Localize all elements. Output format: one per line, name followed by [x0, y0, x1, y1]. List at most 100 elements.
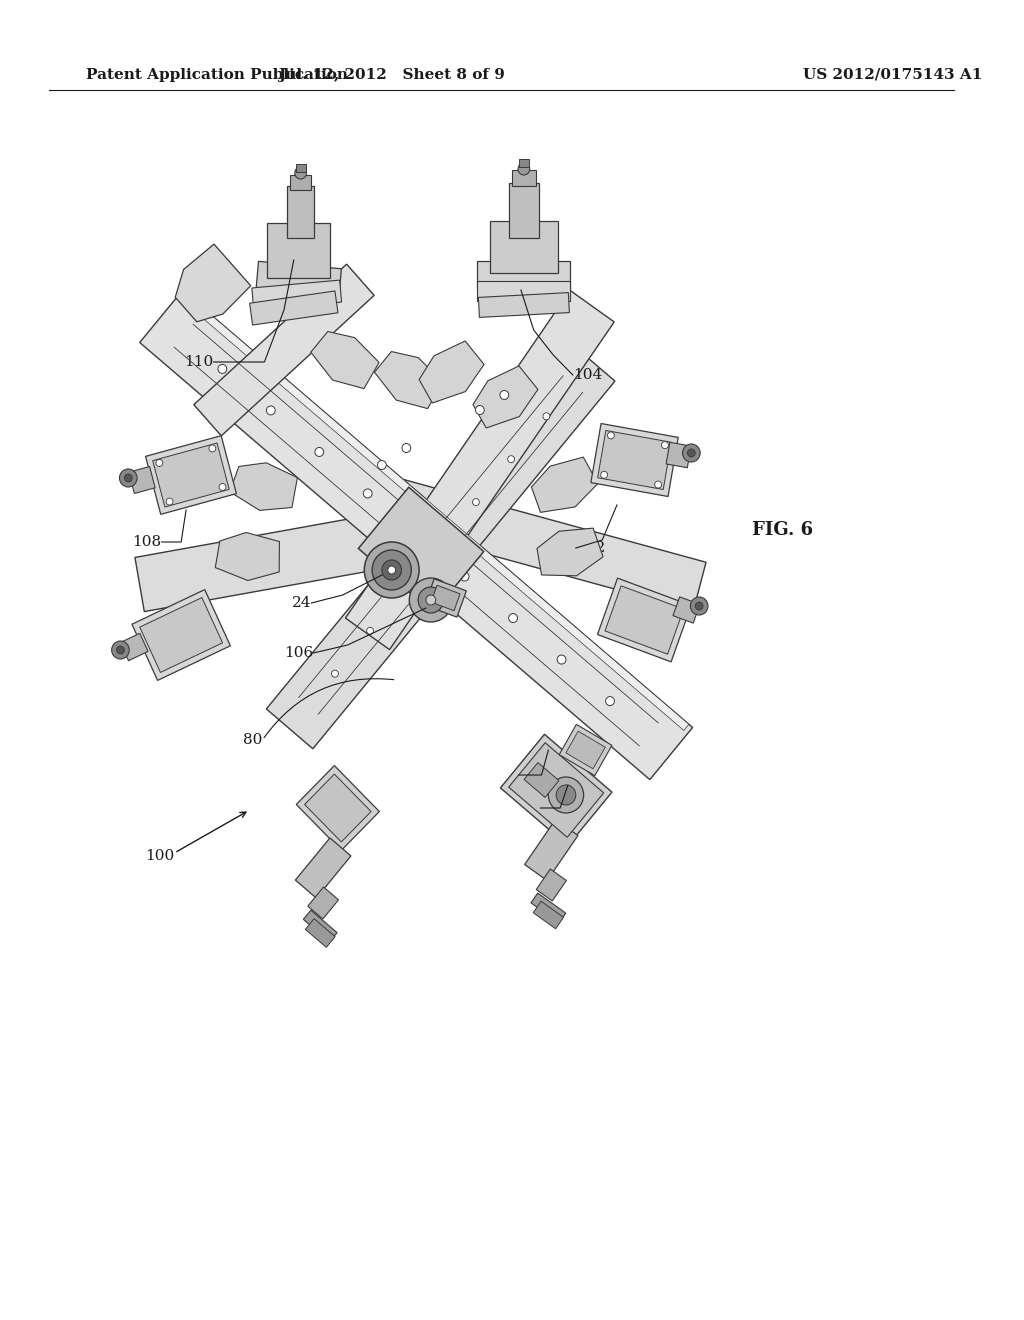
Polygon shape — [145, 436, 237, 515]
Circle shape — [426, 595, 436, 605]
Polygon shape — [310, 331, 379, 388]
Polygon shape — [296, 766, 379, 850]
Polygon shape — [501, 734, 612, 846]
Circle shape — [687, 449, 695, 457]
Polygon shape — [477, 281, 570, 301]
Circle shape — [166, 498, 173, 506]
Polygon shape — [345, 290, 614, 649]
Text: Patent Application Publication: Patent Application Publication — [86, 69, 348, 82]
Polygon shape — [673, 597, 700, 623]
Polygon shape — [431, 585, 460, 611]
Circle shape — [460, 572, 469, 581]
Polygon shape — [375, 351, 442, 409]
Text: 102: 102 — [575, 541, 605, 554]
Polygon shape — [537, 528, 603, 576]
Circle shape — [219, 483, 226, 491]
Polygon shape — [509, 182, 539, 238]
Text: 72: 72 — [519, 768, 539, 781]
Polygon shape — [477, 261, 570, 289]
Circle shape — [549, 777, 584, 813]
Text: 106: 106 — [284, 645, 313, 660]
Polygon shape — [531, 457, 598, 512]
Polygon shape — [139, 598, 222, 672]
Polygon shape — [531, 894, 566, 923]
Circle shape — [332, 671, 338, 677]
Polygon shape — [478, 293, 569, 317]
Circle shape — [112, 642, 129, 659]
Polygon shape — [605, 586, 684, 655]
Circle shape — [690, 597, 708, 615]
Text: 110: 110 — [184, 355, 213, 370]
Polygon shape — [667, 442, 691, 467]
Circle shape — [654, 480, 662, 488]
Circle shape — [211, 285, 220, 294]
Circle shape — [607, 432, 614, 440]
Circle shape — [388, 566, 395, 574]
Polygon shape — [566, 731, 605, 768]
Polygon shape — [129, 466, 156, 494]
Polygon shape — [391, 479, 706, 611]
Polygon shape — [509, 743, 604, 837]
Circle shape — [365, 543, 419, 598]
Circle shape — [412, 531, 421, 540]
Text: 104: 104 — [572, 368, 602, 381]
Polygon shape — [266, 342, 615, 748]
Polygon shape — [473, 366, 538, 428]
Polygon shape — [267, 223, 331, 277]
Circle shape — [156, 459, 163, 466]
Polygon shape — [591, 424, 678, 496]
Circle shape — [209, 445, 216, 451]
Polygon shape — [295, 838, 351, 898]
Circle shape — [378, 461, 386, 470]
Text: 24: 24 — [292, 597, 311, 610]
Circle shape — [218, 364, 226, 374]
Circle shape — [382, 560, 401, 579]
Circle shape — [509, 614, 517, 623]
Polygon shape — [489, 220, 558, 273]
Polygon shape — [524, 820, 578, 880]
Circle shape — [364, 488, 372, 498]
Polygon shape — [139, 290, 692, 780]
Circle shape — [601, 471, 607, 478]
Text: 100: 100 — [145, 849, 174, 863]
Polygon shape — [559, 725, 612, 776]
Circle shape — [124, 474, 132, 482]
Polygon shape — [256, 261, 341, 298]
Circle shape — [410, 578, 453, 622]
Circle shape — [314, 447, 324, 457]
Polygon shape — [287, 186, 314, 238]
Polygon shape — [290, 174, 311, 190]
Polygon shape — [308, 887, 339, 919]
Polygon shape — [524, 763, 559, 797]
Polygon shape — [135, 499, 472, 611]
Circle shape — [543, 413, 550, 420]
Text: 32: 32 — [541, 801, 560, 814]
Text: 80: 80 — [243, 733, 262, 747]
Polygon shape — [250, 290, 338, 325]
Circle shape — [295, 168, 306, 180]
Polygon shape — [120, 634, 148, 661]
Circle shape — [437, 541, 444, 549]
Circle shape — [508, 455, 515, 463]
Circle shape — [418, 587, 443, 612]
Polygon shape — [534, 902, 563, 929]
Polygon shape — [194, 264, 374, 436]
Polygon shape — [303, 911, 337, 942]
Polygon shape — [425, 579, 466, 618]
Text: 108: 108 — [132, 535, 162, 549]
Polygon shape — [419, 341, 484, 403]
Circle shape — [367, 627, 374, 635]
Polygon shape — [537, 869, 566, 902]
Polygon shape — [358, 487, 483, 612]
Circle shape — [117, 645, 124, 653]
Polygon shape — [305, 919, 335, 948]
Circle shape — [402, 444, 411, 453]
Text: FIG. 6: FIG. 6 — [752, 521, 813, 539]
Polygon shape — [132, 590, 230, 680]
Polygon shape — [175, 244, 251, 322]
Circle shape — [402, 585, 409, 591]
Polygon shape — [519, 158, 528, 168]
Circle shape — [120, 469, 137, 487]
Polygon shape — [215, 532, 280, 581]
Circle shape — [500, 391, 509, 400]
